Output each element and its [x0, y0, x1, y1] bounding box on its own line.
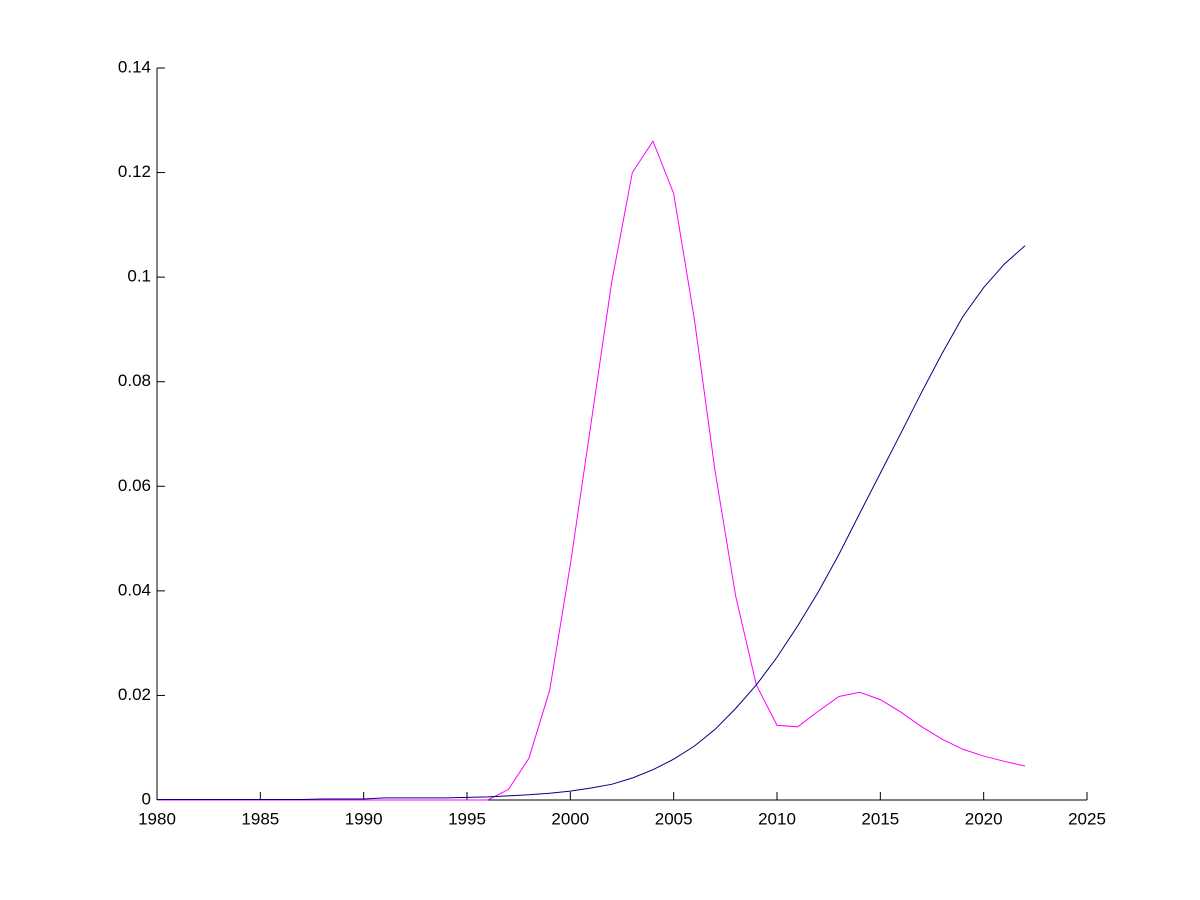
x-tick-label: 2015 — [861, 809, 899, 828]
y-tick-label: 0.1 — [127, 267, 151, 286]
x-tick-label: 2005 — [655, 809, 693, 828]
x-tick-label: 2010 — [758, 809, 796, 828]
series-line — [157, 140, 1026, 801]
y-tick-label: 0.12 — [118, 162, 151, 181]
x-tick-label: 1985 — [241, 809, 279, 828]
x-tick-label: 1980 — [138, 809, 176, 828]
y-tick-label: 0.14 — [118, 57, 151, 76]
x-tick-label: 2025 — [1068, 809, 1106, 828]
y-tick-label: 0.02 — [118, 685, 151, 704]
y-tick-label: 0.08 — [118, 371, 151, 390]
series-line — [157, 245, 1026, 800]
y-tick-label: 0.04 — [118, 580, 151, 599]
y-tick-label: 0 — [142, 789, 151, 808]
x-tick-label: 2020 — [965, 809, 1003, 828]
x-tick-label: 2000 — [551, 809, 589, 828]
x-tick-label: 1990 — [345, 809, 383, 828]
x-tick-label: 1995 — [448, 809, 486, 828]
y-tick-label: 0.06 — [118, 476, 151, 495]
